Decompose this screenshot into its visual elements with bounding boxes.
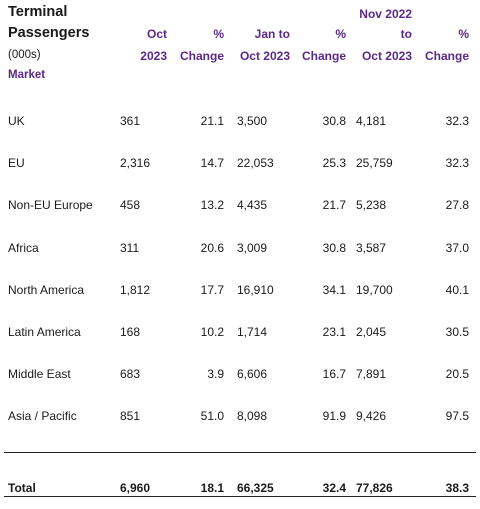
row-pct1: 17.7 [200, 283, 224, 297]
row-pct1: 3.9 [207, 367, 224, 381]
col-jan-header-2: Oct 2023 [239, 49, 290, 63]
market-column-header: Market [8, 69, 46, 81]
row-nov: 7,891 [356, 367, 387, 381]
row-pct3: 30.5 [445, 325, 469, 339]
row-oct: 683 [120, 367, 141, 381]
col-nov-header-3: Oct 2023 [361, 49, 412, 63]
col-oct-header-2: 2023 [140, 49, 167, 63]
row-jan: 16,910 [237, 283, 274, 297]
row-pct3: 40.1 [445, 283, 469, 297]
row-nov: 25,759 [356, 156, 393, 170]
row-jan: 4,435 [237, 198, 268, 212]
row-jan: 6,606 [237, 367, 268, 381]
row-pct1: 21.1 [200, 114, 224, 128]
row-pct2: 16.7 [322, 367, 346, 381]
row-pct3: 37.0 [445, 241, 469, 255]
total-jan: 66,325 [237, 481, 274, 495]
row-pct2: 91.9 [322, 409, 346, 423]
col-pct3-header-1: % [458, 27, 469, 41]
total-market: Total [8, 481, 36, 495]
row-market: Latin America [8, 325, 81, 339]
row-market: Asia / Pacific [8, 409, 77, 423]
col-pct1-header-1: % [213, 27, 224, 41]
row-nov: 3,587 [356, 241, 387, 255]
col-pct1-header-2: Change [179, 49, 224, 63]
total-top-rule [4, 452, 476, 453]
total-oct: 6,960 [120, 481, 151, 495]
row-market: Middle East [8, 367, 71, 381]
col-jan-header-1: Jan to [254, 27, 290, 41]
row-pct3: 27.8 [445, 198, 469, 212]
title-line-2: Passengers [8, 25, 90, 41]
row-market: Non-EU Europe [8, 198, 93, 212]
col-nov-header-2: to [400, 27, 412, 41]
row-pct2: 30.8 [322, 114, 346, 128]
row-oct: 361 [120, 114, 141, 128]
row-pct2: 34.1 [322, 283, 346, 297]
row-pct3: 97.5 [445, 409, 469, 423]
row-market: EU [8, 156, 25, 170]
row-jan: 22,053 [237, 156, 274, 170]
row-pct2: 23.1 [322, 325, 346, 339]
col-pct2-header-1: % [335, 27, 346, 41]
title-line-1: Terminal [8, 4, 68, 20]
row-nov: 5,238 [356, 198, 387, 212]
row-market: Africa [8, 241, 39, 255]
row-jan: 3,500 [237, 114, 268, 128]
row-oct: 1,812 [120, 283, 151, 297]
row-nov: 2,045 [356, 325, 387, 339]
col-pct3-header-2: Change [424, 49, 469, 63]
total-pct3: 38.3 [445, 481, 469, 495]
unit-label: (000s) [8, 49, 41, 61]
row-jan: 1,714 [237, 325, 268, 339]
row-pct1: 13.2 [200, 198, 224, 212]
col-nov-header-1: Nov 2022 [359, 7, 412, 21]
col-pct2-header-2: Change [301, 49, 346, 63]
row-pct2: 21.7 [322, 198, 346, 212]
row-oct: 851 [120, 409, 141, 423]
row-oct: 2,316 [120, 156, 151, 170]
total-pct1: 18.1 [200, 481, 224, 495]
row-pct2: 30.8 [322, 241, 346, 255]
row-pct3: 32.3 [445, 156, 469, 170]
row-pct1: 51.0 [200, 409, 224, 423]
row-oct: 311 [120, 241, 140, 255]
row-pct3: 32.3 [445, 114, 469, 128]
row-pct2: 25.3 [322, 156, 346, 170]
total-bottom-rule [4, 496, 476, 497]
row-pct1: 10.2 [200, 325, 224, 339]
total-nov: 77,826 [356, 481, 393, 495]
row-pct1: 20.6 [200, 241, 224, 255]
row-nov: 19,700 [356, 283, 393, 297]
row-nov: 9,426 [356, 409, 387, 423]
total-pct2: 32.4 [322, 481, 346, 495]
row-pct3: 20.5 [445, 367, 469, 381]
row-oct: 458 [120, 198, 141, 212]
row-pct1: 14.7 [200, 156, 224, 170]
row-jan: 8,098 [237, 409, 268, 423]
row-oct: 168 [120, 325, 141, 339]
row-market: UK [8, 114, 25, 128]
row-nov: 4,181 [356, 114, 387, 128]
row-jan: 3,009 [237, 241, 268, 255]
col-oct-header-1: Oct [146, 27, 167, 41]
row-market: North America [8, 283, 85, 297]
